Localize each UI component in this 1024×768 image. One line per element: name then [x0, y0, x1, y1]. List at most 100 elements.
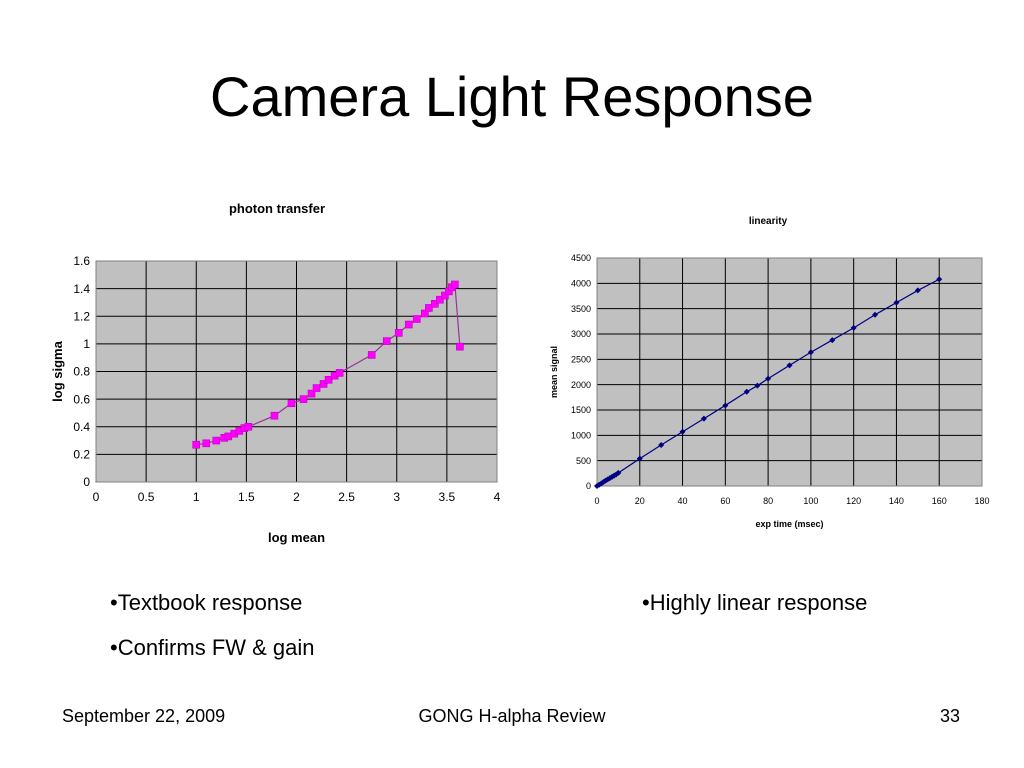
photon-transfer-plot-border [95, 260, 498, 483]
linearity-data-point [936, 276, 943, 283]
linearity-xtick-label: 20 [635, 496, 645, 506]
linearity-data-point [596, 481, 603, 488]
photon-transfer-data-point [421, 309, 429, 318]
photon-transfer-data-point [436, 295, 444, 304]
photon-transfer-xtick-label: 0 [93, 490, 100, 504]
linearity-data-point [872, 311, 879, 318]
photon-transfer-xtick-label: 1.5 [238, 490, 255, 504]
photon-transfer-y-axis-label: log sigma [50, 340, 65, 401]
linearity-ytick-label: 4500 [571, 253, 591, 263]
photon-transfer-ytick-label: 1.4 [73, 282, 90, 296]
footer-date: September 22, 2009 [62, 706, 226, 726]
linearity-data-point [893, 299, 900, 306]
photon-transfer-ytick-label: 0.4 [73, 420, 90, 434]
photon-transfer-xtick-label: 3.5 [439, 490, 456, 504]
photon-transfer-xtick-label: 2 [293, 490, 300, 504]
photon-transfer-data-point [456, 342, 464, 351]
linearity-data-point [615, 469, 622, 476]
linearity-data-point [807, 349, 814, 356]
photon-transfer-data-point [335, 369, 344, 377]
photon-transfer-ytick-label: 0.6 [73, 392, 90, 406]
photon-transfer-ytick-label: 1 [83, 337, 90, 351]
photon-transfer-ytick-label: 0 [83, 475, 90, 489]
linearity-data-point [722, 402, 729, 409]
photon-transfer-xtick-label: 4 [494, 490, 501, 504]
linearity-chart-title: linearity [749, 216, 788, 227]
linearity-ytick-label: 2500 [571, 354, 591, 364]
linearity-ytick-label: 3000 [571, 329, 591, 339]
linearity-data-point [850, 324, 857, 331]
photon-transfer-data-point [431, 300, 439, 308]
linearity-ytick-label: 1000 [571, 430, 591, 440]
photon-transfer-data-point [382, 337, 391, 345]
linearity-data-point [700, 415, 707, 422]
linearity-xtick-label: 180 [974, 496, 989, 506]
linearity-data-point [786, 362, 793, 369]
linearity-xtick-label: 120 [846, 496, 861, 506]
photon-transfer-data-point [270, 411, 279, 420]
linearity-data-point [679, 428, 686, 435]
linearity-ytick-label: 1500 [571, 405, 591, 415]
linearity-data-point [829, 337, 836, 344]
linearity-x-axis-label: exp time (msec) [755, 519, 823, 529]
linearity-ytick-label: 0 [586, 481, 591, 491]
photon-transfer-data-point [425, 304, 433, 312]
linearity-ytick-label: 3500 [571, 304, 591, 314]
bullet-confirms-fw-gain: •Confirms FW & gain [110, 635, 315, 660]
linearity-xtick-label: 80 [763, 496, 773, 506]
photon-transfer-data-point [299, 395, 308, 403]
photon-transfer-data-point [441, 291, 449, 300]
linearity-y-axis-label: mean signal [549, 346, 559, 398]
photon-transfer-data-point [324, 375, 333, 384]
photon-transfer-xtick-label: 2.5 [338, 490, 355, 504]
photon-transfer-data-point [404, 320, 413, 329]
photon-transfer-data-point [244, 422, 253, 431]
linearity-svg: 0 20 40 60 80 100 120 140 160 180 0 500 1000 1500 2000… [549, 216, 990, 529]
linearity-data-point [914, 287, 921, 294]
linearity-xtick-label: 60 [720, 496, 730, 506]
photon-transfer-data-point [287, 399, 296, 408]
photon-transfer-data-point [412, 315, 421, 323]
linearity-plot-border [596, 257, 983, 487]
photon-transfer-data-point [451, 280, 459, 289]
linearity-xtick-label: 160 [932, 496, 947, 506]
slide-title: Camera Light Response [210, 65, 814, 128]
linearity-data-point [658, 441, 665, 448]
linearity-data-point [636, 455, 643, 462]
linearity-data-point [600, 478, 607, 485]
photon-transfer-chart: 0 0.5 1 1.5 2 2.5 3 3.5 4 0 0.2 0.4 0.6 0.8 1 1.2 1.4 1.6… [40, 190, 520, 560]
photon-transfer-xtick-label: 3 [393, 490, 400, 504]
linearity-ytick-label: 4000 [571, 278, 591, 288]
photon-transfer-data-point [192, 440, 201, 449]
photon-transfer-xtick-label: 0.5 [138, 490, 155, 504]
bullet-textbook-response: •Textbook response [110, 590, 303, 615]
footer-page-number: 33 [940, 706, 961, 726]
photon-transfer-xtick-label: 1 [193, 490, 200, 504]
photon-transfer-data-point [312, 384, 321, 392]
photon-transfer-ytick-label: 0.8 [73, 365, 90, 379]
linearity-data-point [765, 375, 772, 382]
photon-transfer-svg: 0 0.5 1 1.5 2 2.5 3 3.5 4 0 0.2 0.4 0.6 0.8 1 1.2 1.4 1.6… [50, 201, 501, 545]
photon-transfer-chart-title: photon transfer [229, 201, 325, 216]
linearity-data-point [743, 388, 750, 395]
linearity-xtick-label: 0 [594, 496, 599, 506]
footer-center: GONG H-alpha Review [418, 706, 606, 726]
linearity-xtick-label: 100 [803, 496, 818, 506]
photon-transfer-data-point [202, 439, 211, 448]
photon-transfer-ytick-label: 0.2 [73, 448, 90, 462]
linearity-data-point [608, 473, 615, 480]
photon-transfer-ytick-label: 1.2 [73, 309, 90, 323]
linearity-plot-area [597, 258, 982, 486]
linearity-xtick-label: 140 [889, 496, 904, 506]
linearity-data-point [754, 382, 761, 389]
photon-transfer-ytick-label: 1.6 [73, 254, 90, 268]
photon-transfer-data-point [394, 329, 403, 337]
photon-transfer-data-point [367, 351, 376, 359]
linearity-data-point [604, 476, 611, 483]
photon-transfer-data-point [212, 436, 221, 445]
linearity-xtick-label: 40 [678, 496, 688, 506]
photon-transfer-data-point [319, 380, 328, 388]
linearity-ytick-label: 2000 [571, 380, 591, 390]
photon-transfer-data-point [307, 389, 316, 398]
bullet-highly-linear: •Highly linear response [642, 590, 868, 615]
